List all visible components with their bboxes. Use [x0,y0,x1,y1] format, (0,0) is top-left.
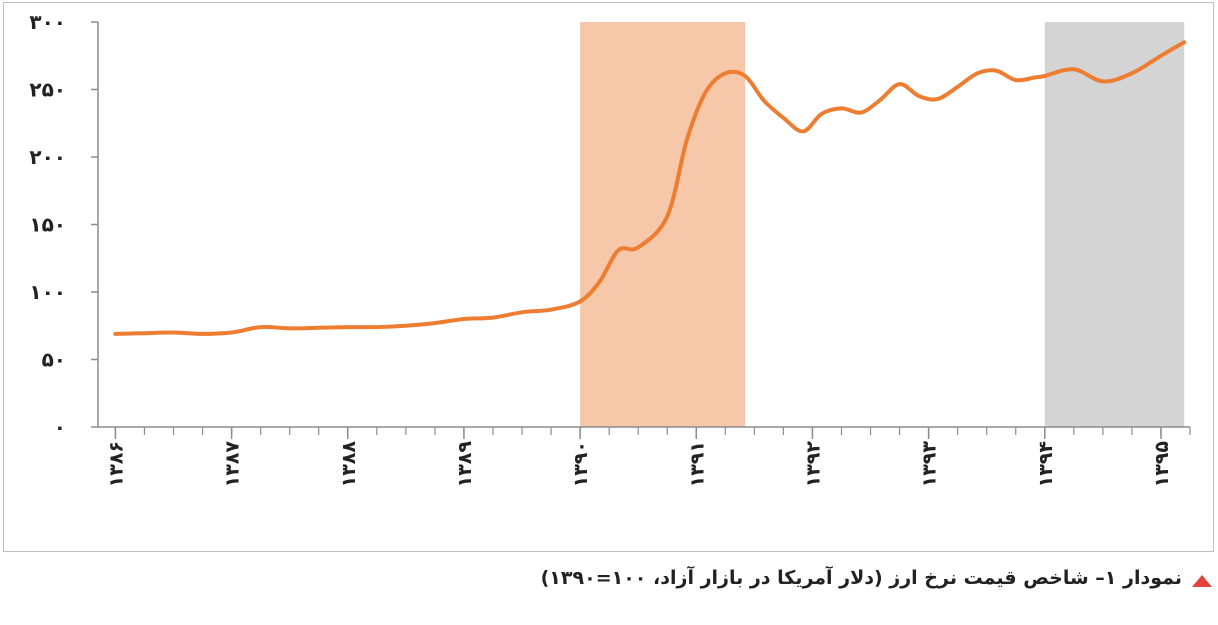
y-tick-label: ٢۵٠ [29,78,66,102]
shaded-region-1 [1044,22,1185,427]
x-tick-label: ١٣٨٩ [454,441,476,488]
y-tick-label: ٣٠٠ [29,10,66,34]
caption-triangle-icon [1192,575,1212,587]
x-tick-label: ١٣٨٧ [222,441,244,488]
y-tick-label: ١۵٠ [29,213,66,237]
series-line-0 [113,40,1187,336]
y-tick-label: ١٠٠ [29,280,66,304]
x-tick-label: ١٣٩٣ [919,441,941,488]
x-tick-label: ١٣٩٠ [570,441,592,487]
y-tick-label: ۵٠ [42,348,66,372]
x-tick-label: ١٣٩١ [686,441,708,487]
x-tick-label: ١٣٩۴ [1035,441,1057,487]
x-tick-label: ١٣٨٨ [338,441,360,488]
x-tick-label: ١٣٩٢ [802,441,824,488]
x-tick-label: ١٣٨۶ [105,441,127,487]
x-tick-label: ١٣٩۵ [1151,441,1173,488]
exchange-rate-index-chart: ٠ ۵٠ ١٠٠ ١۵٠ ٢٠٠ ٢۵٠ ٣٠٠ ١٣٨۶ ١٣٨٧ ١٣٨٨ ١٣٨٩ ١٣٩٠ ١٣… [29,10,1191,488]
y-tick-label: ٢٠٠ [29,145,66,169]
chart-caption: نمودار ١– شاخص قیمت نرخ ارز (دلار آمریکا… [540,567,1182,589]
chart-frame: ٠ ۵٠ ١٠٠ ١۵٠ ٢٠٠ ٢۵٠ ٣٠٠ ١٣٨۶ ١٣٨٧ ١٣٨٨ ١٣٨٩ ١٣٩٠ ١٣… [3,2,1214,552]
y-tick-label: ٠ [54,415,66,439]
